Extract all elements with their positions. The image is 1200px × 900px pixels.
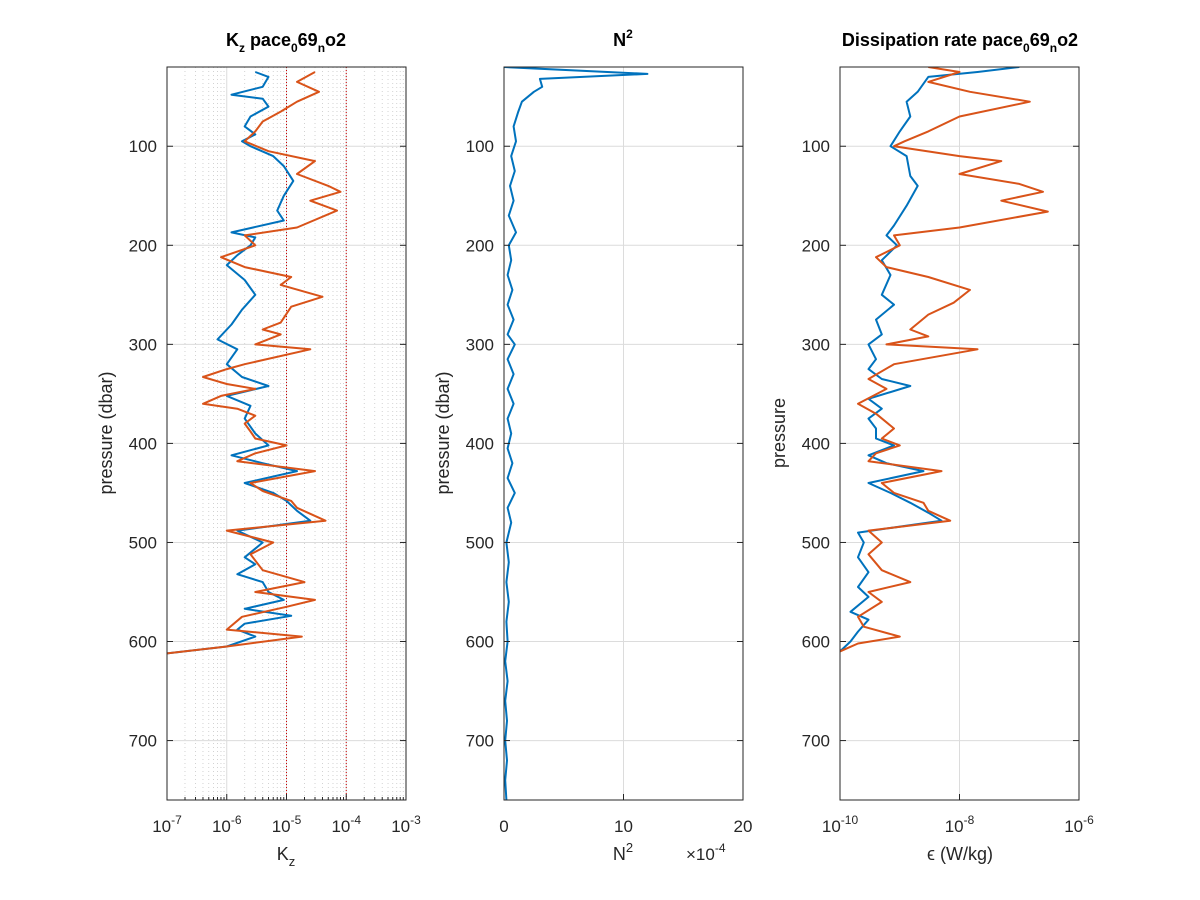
n2-panel: 0 10 20 100 200 300 400 500 600 700 N2 N2 ×10-4 p… [433, 27, 752, 864]
kz-series-group [167, 67, 347, 800]
eps-title: Dissipation rate pace069no2 [842, 30, 1078, 55]
n2-y-tick-label: 600 [466, 633, 494, 652]
eps-y-tick-label: 300 [802, 335, 830, 354]
eps-xlabel: ϵ (W/kg) [927, 844, 993, 864]
eps-x-tick-label: 10-10 [822, 813, 859, 836]
kz-y-tick-label: 200 [129, 236, 157, 255]
eps-y-tick-label: 100 [802, 137, 830, 156]
kz-x-tick-label: 10-5 [272, 813, 302, 836]
n2-y-tick-label: 200 [466, 236, 494, 255]
kz-series-line-1 [167, 71, 312, 655]
eps-y-tick-label: 700 [802, 732, 830, 751]
n2-y-tick-label: 700 [466, 732, 494, 751]
n2-title: N2 [613, 27, 633, 50]
n2-y-tick-label: 300 [466, 335, 494, 354]
kz-ticks: 10-7 10-6 10-5 10-4 10-3 100 200 300 400 500 600 70… [129, 137, 421, 836]
eps-y-tick-label: 600 [802, 633, 830, 652]
kz-panel: 10-7 10-6 10-5 10-4 10-3 100 200 300 400 500 600 70… [96, 30, 421, 869]
kz-y-tick-label: 300 [129, 335, 157, 354]
n2-ylabel: pressure (dbar) [433, 371, 453, 494]
eps-x-tick-label: 10-8 [945, 813, 975, 836]
n2-x-tick-label: 10 [614, 817, 633, 836]
kz-grid [167, 67, 406, 800]
kz-xlabel: Kz [277, 844, 296, 869]
n2-y-tick-label: 500 [466, 533, 494, 552]
kz-x-tick-label: 10-4 [331, 813, 361, 836]
kz-y-tick-label: 400 [129, 434, 157, 453]
n2-xscale-note: ×10-4 [686, 841, 726, 864]
n2-xlabel: N2 [613, 840, 633, 864]
eps-series-group [840, 67, 1049, 653]
n2-grid [504, 67, 743, 800]
kz-y-tick-label: 500 [129, 533, 157, 552]
n2-x-tick-label: 20 [734, 817, 753, 836]
eps-ticks: 10-10 10-8 10-6 100 200 300 400 500 600 700 [802, 137, 1094, 836]
eps-series-line-1 [840, 67, 1020, 653]
kz-y-tick-label: 700 [129, 732, 157, 751]
eps-y-tick-label: 200 [802, 236, 830, 255]
eps-y-tick-label: 400 [802, 434, 830, 453]
eps-ylabel: pressure [769, 398, 789, 468]
kz-x-tick-label: 10-6 [212, 813, 242, 836]
kz-series-line-2 [167, 71, 342, 655]
n2-x-tick-label: 0 [499, 817, 508, 836]
eps-grid [840, 67, 1079, 800]
n2-y-tick-label: 400 [466, 434, 494, 453]
kz-x-tick-label: 10-3 [391, 813, 421, 836]
kz-ylabel: pressure (dbar) [96, 371, 116, 494]
eps-series-line-2 [840, 67, 1049, 653]
eps-y-tick-label: 500 [802, 533, 830, 552]
n2-y-tick-label: 100 [466, 137, 494, 156]
n2-ticks: 0 10 20 100 200 300 400 500 600 700 [466, 137, 753, 836]
kz-y-tick-label: 100 [129, 137, 157, 156]
kz-x-tick-label: 10-7 [152, 813, 182, 836]
eps-x-tick-label: 10-6 [1064, 813, 1094, 836]
kz-title: Kz pace069no2 [226, 30, 346, 55]
kz-y-tick-label: 600 [129, 633, 157, 652]
eps-panel: 10-10 10-8 10-6 100 200 300 400 500 600 700 Dissi… [769, 30, 1094, 864]
